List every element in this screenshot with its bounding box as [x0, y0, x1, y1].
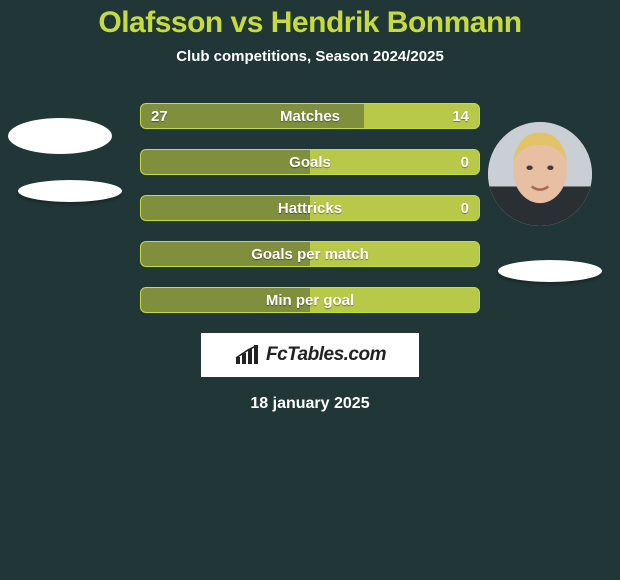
player-right-avatar: [488, 122, 592, 226]
stat-value-left: 27: [151, 104, 168, 128]
stat-row: Goals per match: [140, 241, 480, 267]
stat-row: Min per goal: [140, 287, 480, 313]
stat-label: Goals per match: [141, 242, 479, 266]
date-line: 18 january 2025: [0, 395, 620, 413]
avatar-face-icon: [488, 122, 592, 226]
page-title: Olafsson vs Hendrik Bonmann: [0, 0, 620, 40]
stat-value-right: 0: [461, 196, 469, 220]
stat-row: Matches27 14: [140, 103, 480, 129]
stat-row: Goals0: [140, 149, 480, 175]
stats-area: Matches2714Goals0Hattricks0Goals per mat…: [140, 103, 480, 313]
player-right-name-pill: [498, 260, 602, 282]
bar-chart-icon: [234, 344, 260, 366]
player-left-avatar: [8, 118, 112, 154]
logo-box: FcTables.com: [201, 333, 419, 377]
logo-text: FcTables.com: [266, 344, 386, 366]
stat-label: Matches: [141, 104, 479, 128]
stat-value-right: 14: [452, 104, 469, 128]
stat-label: Goals: [141, 150, 479, 174]
player-left-name-pill: [18, 180, 122, 202]
stat-row: Hattricks0: [140, 195, 480, 221]
subtitle: Club competitions, Season 2024/2025: [0, 48, 620, 65]
stat-label: Min per goal: [141, 288, 479, 312]
stat-label: Hattricks: [141, 196, 479, 220]
stat-value-right: 0: [461, 150, 469, 174]
